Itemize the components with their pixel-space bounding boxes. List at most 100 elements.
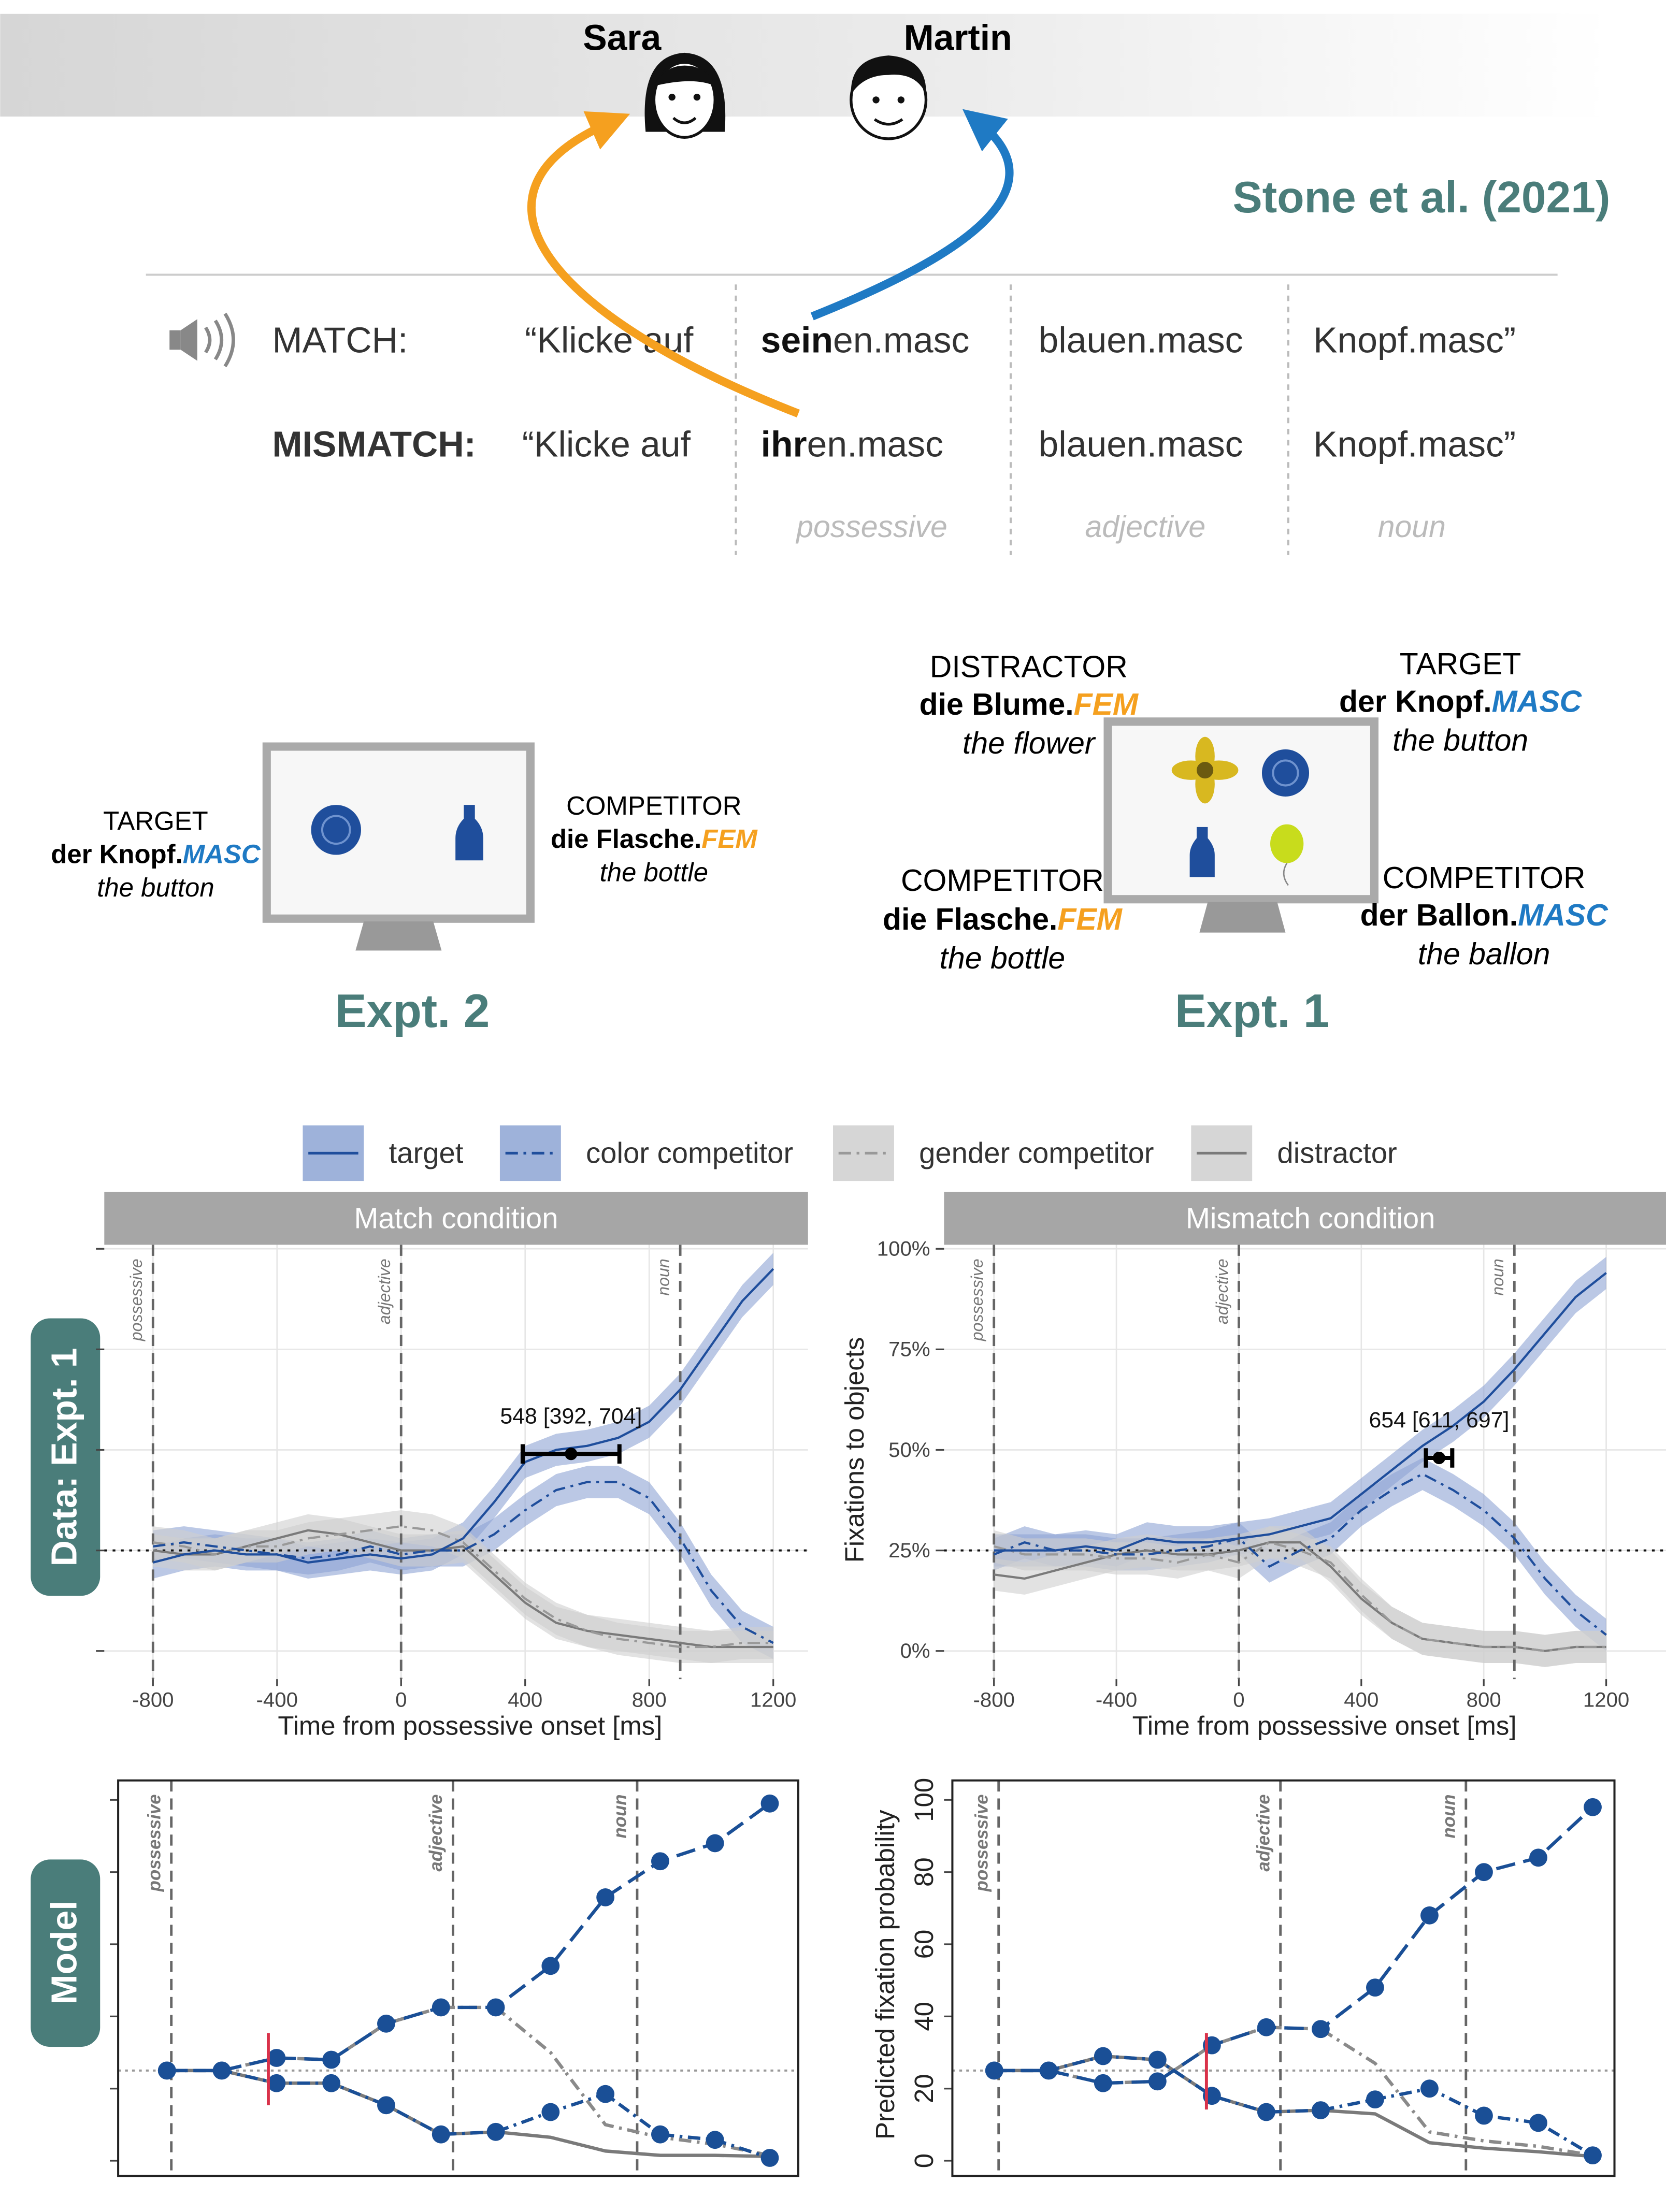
region-label: adjective — [1085, 510, 1206, 544]
region-label: noun — [610, 1794, 630, 1838]
estimate-label: 548 [392, 704] — [500, 1404, 642, 1428]
region-label: noun — [1488, 1259, 1507, 1296]
gender: MASC — [1518, 899, 1608, 932]
sentence-word: blauen.masc — [1039, 424, 1243, 465]
y-tick-label: 40 — [909, 2002, 939, 2031]
sentence-word: “Klicke auf — [522, 424, 691, 465]
sentence-word: ihren.masc — [761, 424, 943, 465]
object-gloss: the bottle — [600, 857, 708, 887]
data-point — [1257, 2018, 1275, 2036]
monitor-expt2 — [267, 747, 530, 951]
data-point — [1475, 1863, 1493, 1881]
estimate-label: 654 [611, 697] — [1369, 1408, 1509, 1433]
x-axis-label: Time from possessive onset [ms] — [1132, 1711, 1517, 1740]
word: der Knopf. — [1339, 685, 1492, 719]
data-point — [1312, 2020, 1330, 2038]
data-point — [651, 2126, 669, 2144]
object-role: COMPETITOR — [1383, 861, 1586, 895]
object-gloss: the bottle — [940, 942, 1065, 975]
legend-label: gender competitor — [919, 1136, 1154, 1169]
monitor-expt1 — [1108, 721, 1374, 932]
chart-panel: possessiveadjectivenoun — [110, 1781, 798, 2176]
data-point — [541, 2103, 559, 2121]
object-word: der Ballon.MASC — [1360, 899, 1609, 932]
object-role: DISTRACTOR — [930, 650, 1128, 684]
word: die Flasche. — [551, 824, 701, 854]
object-word: die Blume.FEM — [920, 688, 1139, 721]
y-tick-label: 0 — [909, 2153, 939, 2168]
gender: MASC — [183, 840, 261, 869]
data-point — [432, 1999, 450, 2017]
person-name: Martin — [904, 17, 1012, 57]
gender: FEM — [1057, 903, 1123, 936]
region-label: possessive — [971, 1794, 992, 1892]
expt-title: Expt. 1 — [1175, 985, 1330, 1037]
data-point — [377, 2096, 395, 2114]
data-point — [158, 2061, 176, 2079]
data-point — [213, 2061, 231, 2079]
data-point — [1420, 1906, 1439, 1925]
estimate-point — [565, 1448, 577, 1460]
expt-title: Expt. 2 — [335, 985, 490, 1037]
data-point — [1094, 2047, 1112, 2065]
arrow-to-martin — [812, 122, 1010, 316]
object-word: der Knopf.MASC — [1339, 685, 1583, 719]
gender: MASC — [1492, 685, 1583, 719]
y-tick-label: 75% — [888, 1338, 930, 1361]
strip-title: Mismatch condition — [1186, 1202, 1435, 1234]
word: der Knopf. — [51, 840, 182, 869]
data-point — [1040, 2061, 1058, 2079]
x-tick-label: 1200 — [1583, 1688, 1629, 1712]
condition-label: MATCH: — [272, 320, 408, 360]
data-point — [432, 2126, 450, 2144]
legend-label: distractor — [1277, 1136, 1397, 1169]
data-point — [1366, 2090, 1384, 2108]
y-axis-label: Predicted fixation probability — [870, 1810, 900, 2139]
speaker-icon — [169, 314, 233, 367]
data-point — [267, 2074, 285, 2092]
region-label: noun — [1439, 1794, 1459, 1838]
region-label: possessive — [968, 1259, 986, 1341]
data-point — [1312, 2101, 1330, 2119]
figure: Sara Martin Stone et al. (2021) MATCH:“K… — [0, 0, 1666, 2212]
gender: FEM — [701, 824, 758, 854]
object-word: der Knopf.MASC — [51, 840, 261, 869]
x-tick-label: 400 — [1344, 1688, 1378, 1712]
strip-title: Match condition — [354, 1202, 558, 1234]
data-point — [322, 2051, 340, 2069]
x-tick-label: 400 — [508, 1688, 542, 1712]
data-point — [761, 2149, 779, 2167]
x-tick-label: -800 — [973, 1688, 1014, 1712]
region-label: possessive — [127, 1259, 146, 1341]
region-label: possessive — [795, 510, 947, 544]
arrow-to-sara — [532, 122, 798, 414]
plot-area — [104, 1245, 808, 1679]
object-word: die Flasche.FEM — [551, 824, 758, 854]
data-point — [596, 1888, 614, 1906]
object-role: TARGET — [1400, 647, 1521, 681]
object-role: COMPETITOR — [901, 864, 1104, 898]
object-role: TARGET — [103, 806, 208, 835]
data-point — [1094, 2074, 1112, 2092]
data-point — [1584, 2146, 1602, 2164]
data-point — [1529, 1848, 1547, 1867]
data-point — [1529, 2114, 1547, 2132]
object-gloss: the button — [97, 873, 214, 902]
data-point — [1584, 1798, 1602, 1816]
data-point — [596, 2085, 614, 2103]
data-point — [1148, 2051, 1167, 2069]
y-tick-label: 100 — [909, 1778, 939, 1822]
x-tick-label: -800 — [132, 1688, 174, 1712]
object-gloss: the button — [1392, 724, 1528, 758]
data-point — [322, 2074, 340, 2092]
y-tick-label: 100% — [877, 1237, 930, 1261]
row-label: Data: Expt. 1 Model — [31, 1318, 100, 2047]
region-label: adjective — [426, 1794, 446, 1871]
word-stem: sein — [761, 320, 833, 360]
word-stem: ihr — [761, 424, 807, 465]
data-point — [651, 1852, 669, 1870]
object-word: die Flasche.FEM — [883, 903, 1123, 936]
